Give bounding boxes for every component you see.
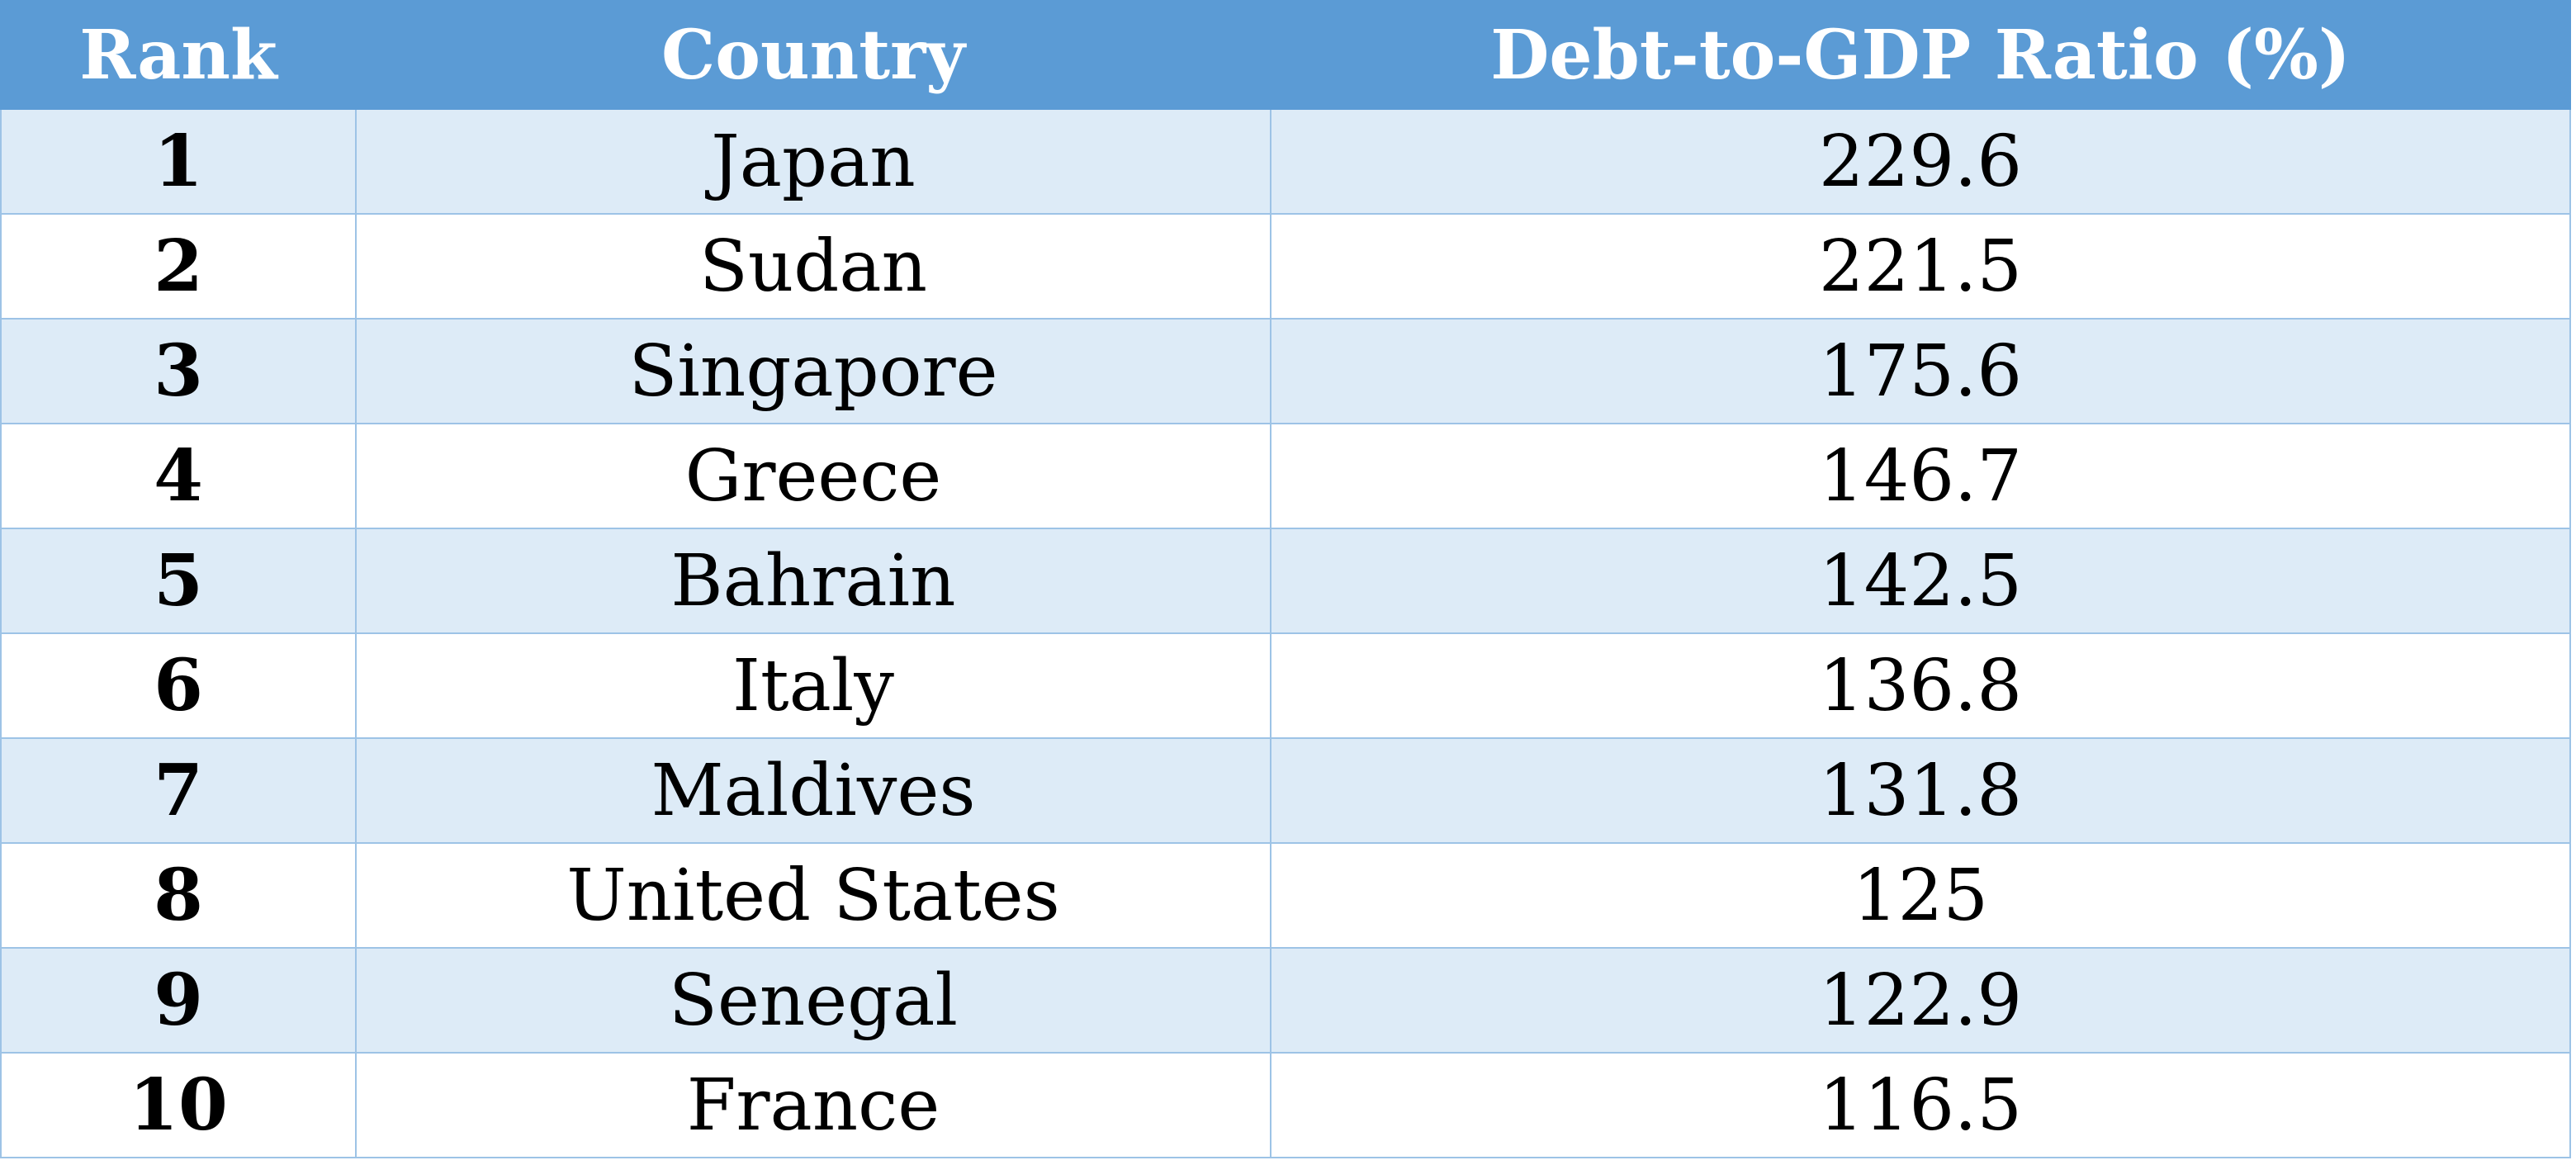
country-cell: Maldives <box>355 737 1271 844</box>
ratio-cell: 136.8 <box>1270 632 2571 739</box>
country-cell: France <box>355 1052 1271 1158</box>
table-row: 8 United States 125 <box>0 842 2571 949</box>
rank-cell: 5 <box>0 528 357 634</box>
table-row: 6 Italy 136.8 <box>0 632 2571 739</box>
table-row: 1 Japan 229.6 <box>0 108 2571 215</box>
ratio-cell: 175.6 <box>1270 318 2571 424</box>
rank-cell: 1 <box>0 108 357 215</box>
table-row: 9 Senegal 122.9 <box>0 947 2571 1054</box>
rank-cell: 3 <box>0 318 357 424</box>
ratio-cell: 229.6 <box>1270 108 2571 215</box>
country-cell: Singapore <box>355 318 1271 424</box>
rank-cell: 10 <box>0 1052 357 1158</box>
ratio-cell: 131.8 <box>1270 737 2571 844</box>
rank-cell: 8 <box>0 842 357 949</box>
ratio-cell: 125 <box>1270 842 2571 949</box>
country-cell: Greece <box>355 423 1271 529</box>
country-cell: Senegal <box>355 947 1271 1054</box>
ratio-cell: 116.5 <box>1270 1052 2571 1158</box>
table-row: 5 Bahrain 142.5 <box>0 528 2571 634</box>
country-cell: Bahrain <box>355 528 1271 634</box>
ratio-cell: 221.5 <box>1270 213 2571 320</box>
country-cell: Sudan <box>355 213 1271 320</box>
table-row: 2 Sudan 221.5 <box>0 213 2571 320</box>
header-cell: Rank <box>0 0 357 110</box>
country-cell: Italy <box>355 632 1271 739</box>
ratio-cell: 146.7 <box>1270 423 2571 529</box>
ratio-cell: 142.5 <box>1270 528 2571 634</box>
country-cell: Japan <box>355 108 1271 215</box>
table-row: 7 Maldives 131.8 <box>0 737 2571 844</box>
rank-cell: 9 <box>0 947 357 1054</box>
header-row: Rank Country Debt-to-GDP Ratio (%) <box>0 0 2571 110</box>
rank-cell: 7 <box>0 737 357 844</box>
country-cell: United States <box>355 842 1271 949</box>
header-cell: Country <box>355 0 1271 110</box>
rank-cell: 2 <box>0 213 357 320</box>
table-row: 4 Greece 146.7 <box>0 423 2571 529</box>
header-cell: Debt-to-GDP Ratio (%) <box>1270 0 2571 110</box>
table-row: 10 France 116.5 <box>0 1052 2571 1158</box>
rank-cell: 4 <box>0 423 357 529</box>
ratio-cell: 122.9 <box>1270 947 2571 1054</box>
rank-cell: 6 <box>0 632 357 739</box>
table-row: 3 Singapore 175.6 <box>0 318 2571 424</box>
